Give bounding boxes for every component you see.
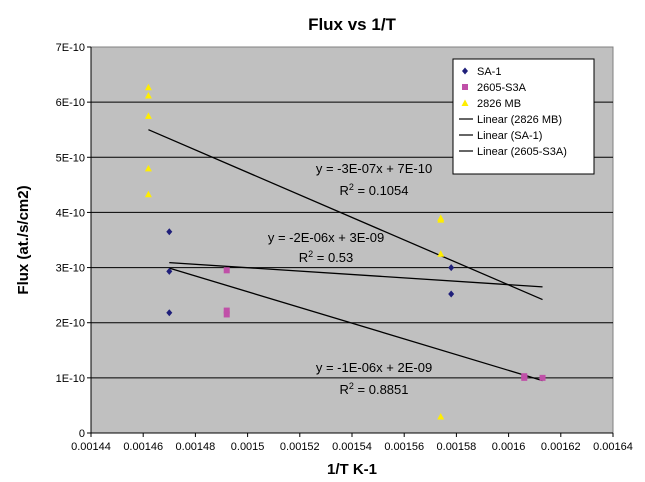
x-tick-label: 0.0015 xyxy=(231,441,265,453)
data-point xyxy=(448,264,455,272)
r-squared-superscript: 2 xyxy=(349,381,354,391)
y-tick-label: 2E-10 xyxy=(56,318,85,330)
x-tick-label: 0.00154 xyxy=(332,441,372,453)
y-tick-label: 4E-10 xyxy=(56,207,85,219)
r-squared-separator: = xyxy=(354,183,369,198)
trendline-equation: y = -2E-06x + 3E-09 xyxy=(268,230,384,245)
data-point xyxy=(144,164,152,172)
x-tick-label: 0.00156 xyxy=(384,441,424,453)
data-point xyxy=(448,290,455,298)
y-tick-label: 3E-10 xyxy=(56,263,85,275)
data-points xyxy=(144,83,546,420)
data-point xyxy=(166,267,173,275)
chart-title: Flux vs 1/T xyxy=(308,15,396,34)
x-tick-label: 0.00144 xyxy=(71,441,111,453)
r-squared-superscript: 2 xyxy=(308,249,313,259)
data-point xyxy=(223,311,230,318)
r-squared-label: R2 = 0.1054 xyxy=(340,182,409,198)
r-squared-prefix: R xyxy=(340,183,349,198)
y-axis-ticks: 0 1E-10 2E-10 3E-10 4E-10 5E-10 6E-10 7E-10 xyxy=(56,42,91,440)
r-squared-value: 0.1054 xyxy=(369,183,409,198)
trendline xyxy=(148,129,543,301)
x-tick-label: 0.00152 xyxy=(280,441,320,453)
x-tick-label: 0.00148 xyxy=(176,441,216,453)
data-point xyxy=(144,92,152,99)
x-axis-ticks: 0.00144 0.00146 0.00148 0.0015 0.00152 0.0015… xyxy=(71,47,633,453)
legend-entry: SA-1 xyxy=(477,66,501,78)
trendline-equation: y = -1E-06x + 2E-09 xyxy=(316,360,432,375)
data-point xyxy=(437,216,445,223)
y-tick-label: 5E-10 xyxy=(56,152,85,164)
y-tick-label: 0 xyxy=(79,428,85,440)
data-point xyxy=(144,112,152,119)
legend-entry: 2605-S3A xyxy=(477,82,527,94)
legend-entry: 2826 MB xyxy=(477,98,521,110)
data-point xyxy=(166,228,173,236)
legend-entry: Linear (SA-1) xyxy=(477,130,542,142)
trendlines xyxy=(148,129,543,382)
legend-entry: Linear (2605-S3A) xyxy=(477,146,567,158)
data-point xyxy=(223,267,230,274)
y-axis-title: Flux (at./s/cm2) xyxy=(15,185,32,294)
x-tick-label: 0.0016 xyxy=(492,441,526,453)
legend-box xyxy=(452,58,595,175)
data-point xyxy=(223,307,230,314)
data-point xyxy=(166,309,173,317)
r-squared-value: 0.8851 xyxy=(369,382,409,397)
trendline-equation: y = -3E-07x + 7E-10 xyxy=(316,161,432,176)
y-tick-label: 6E-10 xyxy=(56,97,85,109)
legend-entry: Linear (2826 MB) xyxy=(477,114,562,126)
data-point xyxy=(521,374,528,381)
data-point xyxy=(437,250,445,257)
data-point xyxy=(437,412,445,420)
x-tick-label: 0.00162 xyxy=(541,441,581,453)
y-tick-label: 7E-10 xyxy=(56,42,85,54)
trendline xyxy=(169,267,543,382)
x-tick-label: 0.00146 xyxy=(123,441,163,453)
r-squared-separator: = xyxy=(354,382,369,397)
data-point xyxy=(144,190,152,198)
legend-marker xyxy=(461,99,469,106)
legend-marker xyxy=(462,67,468,75)
legend-marker xyxy=(462,84,468,90)
r-squared-superscript: 2 xyxy=(349,182,354,192)
r-squared-prefix: R xyxy=(340,382,349,397)
data-point xyxy=(144,83,152,91)
r-squared-prefix: R xyxy=(299,250,308,265)
r-squared-label: R2 = 0.53 xyxy=(299,249,354,265)
trendline xyxy=(169,261,543,288)
y-tick-label: 1E-10 xyxy=(56,373,85,385)
legend: SA-1 2605-S3A 2826 MB Linear (2826 MB) Linea… xyxy=(452,58,595,175)
r-squared-value: 0.53 xyxy=(328,250,353,265)
data-point xyxy=(539,374,546,381)
x-axis-title: 1/T K-1 xyxy=(327,461,377,478)
r-squared-separator: = xyxy=(313,250,328,265)
x-tick-label: 0.00158 xyxy=(437,441,477,453)
x-tick-label: 0.00164 xyxy=(593,441,633,453)
r-squared-label: R2 = 0.8851 xyxy=(340,381,409,397)
